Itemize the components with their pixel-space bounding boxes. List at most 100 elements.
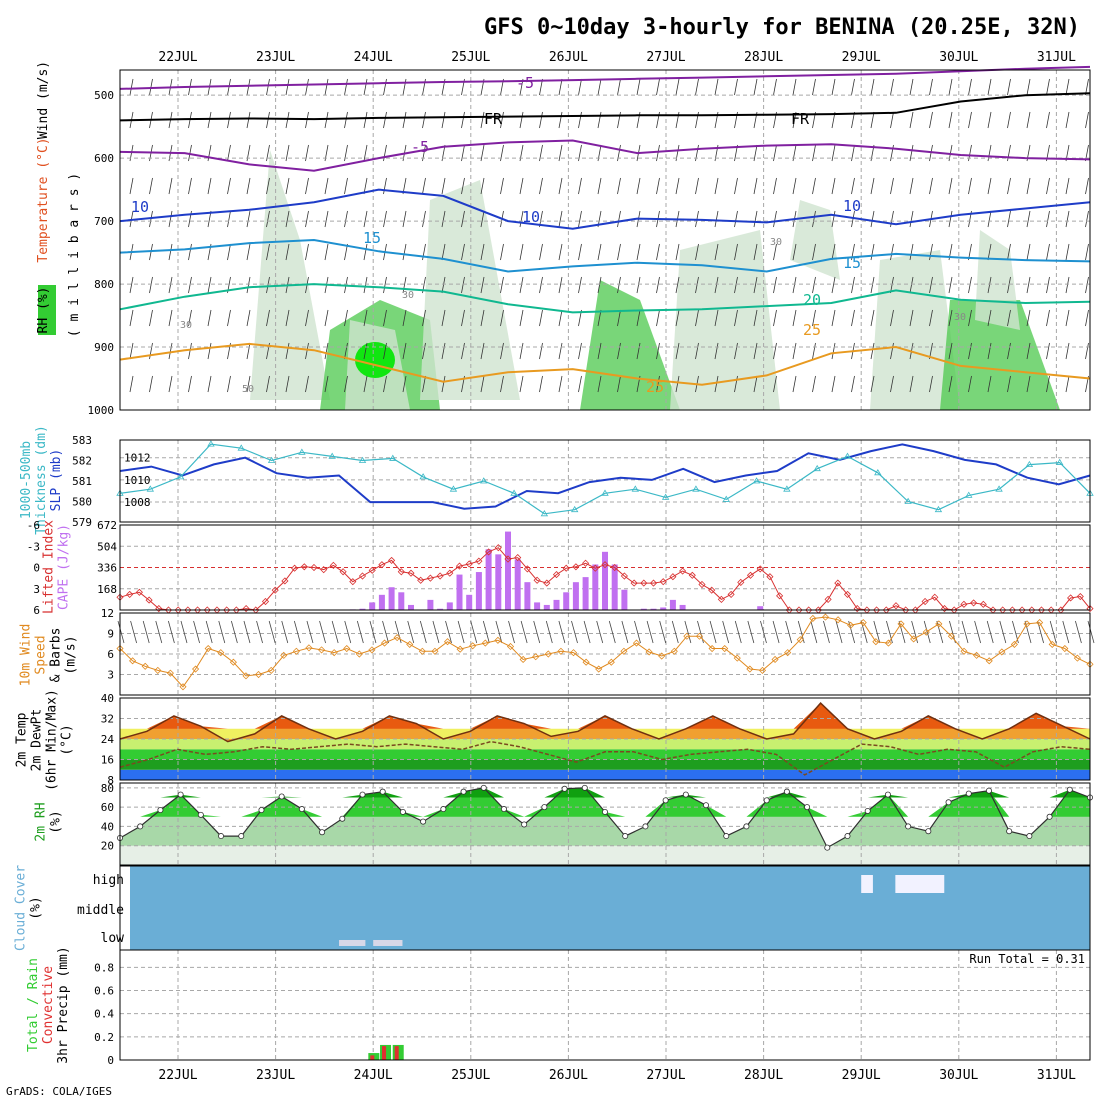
date-label-bottom: 30JUL: [939, 1068, 978, 1083]
rh-point: [662, 797, 669, 804]
wind-barb: [344, 111, 348, 129]
wind-barb: [890, 111, 894, 129]
wind-barb: [597, 177, 602, 195]
cape-bar: [543, 604, 550, 610]
rh-point: [1046, 813, 1053, 820]
wind-speed-point: [1036, 619, 1044, 627]
date-label-top: 30JUL: [939, 50, 978, 65]
wind-tick: 6: [107, 648, 114, 661]
wind-barb: [714, 177, 719, 195]
wind-barb: [773, 309, 777, 327]
wind-speed-point: [922, 628, 930, 636]
wind-barb: [948, 276, 953, 294]
wind-barb: [461, 111, 465, 129]
ylabel-rh2m-line: (%): [49, 810, 64, 833]
wind-barb: [695, 177, 699, 195]
wind-barb: [968, 177, 972, 195]
thickness-point: [207, 440, 215, 447]
surface-wind-barb: [760, 620, 767, 644]
wind-barb: [461, 276, 465, 294]
wind-barb: [987, 111, 992, 129]
surface-wind-barb: [520, 620, 528, 644]
wind-barb: [734, 276, 738, 294]
wind-barb: [578, 111, 582, 129]
precip-convective-bar: [394, 1046, 399, 1060]
wind-barb: [558, 276, 563, 294]
thickness-point: [1055, 458, 1064, 465]
cape-bar: [495, 554, 502, 610]
wind-barb: [812, 276, 816, 294]
wind-barb: [890, 309, 894, 327]
surface-wind-barb: [407, 620, 415, 644]
thickness-point: [661, 493, 670, 500]
wind-barb: [617, 243, 621, 261]
date-label-bottom: 24JUL: [354, 1068, 393, 1083]
isotherm-label: 15: [843, 254, 861, 272]
wind-barb: [909, 276, 914, 294]
wind-speed-point: [368, 646, 376, 654]
wind-barb: [714, 210, 719, 228]
wind-speed-point: [343, 644, 351, 653]
wind-barb: [1065, 111, 1070, 129]
li-point: [349, 578, 357, 586]
thickness-point: [1025, 460, 1034, 468]
wind-speed-point: [960, 647, 968, 655]
wind-barb: [909, 210, 914, 228]
wind-barb: [558, 111, 563, 129]
rh-point: [884, 791, 891, 798]
wind-speed-point: [695, 632, 704, 640]
wind-barb: [617, 309, 621, 327]
rh-point: [905, 823, 912, 830]
cape-tick: 336: [97, 562, 117, 575]
wind-barb: [558, 243, 563, 261]
wind-barb: [773, 276, 777, 294]
temp-tick: 40: [101, 692, 114, 705]
thickness-point: [237, 444, 245, 451]
rh-point: [197, 811, 204, 818]
rh-point: [763, 797, 770, 804]
thickness-point: [358, 456, 367, 463]
thickness-point: [965, 491, 973, 498]
wind-barb: [695, 276, 699, 294]
thickness-point: [722, 495, 730, 502]
ylabel-precip-line: Total / Rain: [26, 958, 41, 1052]
wind-barb: [597, 309, 602, 327]
cape-bar: [359, 608, 366, 610]
wind-speed-point: [506, 642, 515, 651]
date-label-top: 28JUL: [744, 50, 783, 65]
wind-barb: [636, 243, 641, 261]
wind-barb: [929, 375, 933, 393]
ylabel-stability-line: Lifted Index: [42, 520, 57, 614]
wind-barb: [851, 111, 855, 129]
wind-speed-point: [557, 647, 565, 655]
wind-barb: [1085, 177, 1089, 195]
wind-barb: [617, 78, 621, 96]
wind-barb: [461, 342, 465, 360]
surface-wind-barb: [155, 620, 163, 644]
wind-barb: [714, 309, 719, 327]
wind-barb: [870, 342, 875, 360]
wind-barb: [305, 309, 309, 327]
wind-barb: [968, 78, 972, 96]
wind-barb: [831, 144, 836, 162]
wind-barb: [987, 78, 992, 96]
wind-barb: [402, 276, 407, 294]
wind-barb: [929, 111, 933, 129]
wind-speed-point: [481, 639, 489, 647]
wind-panel: [119, 612, 1091, 696]
wind-barb: [324, 78, 329, 96]
wind-barb: [383, 276, 387, 294]
li-point: [242, 605, 250, 613]
surface-wind-barb: [495, 620, 503, 644]
wind-speed-point: [935, 620, 943, 628]
ylabel-rh2m: 2m RH (%): [34, 802, 64, 841]
wind-barb: [461, 144, 465, 162]
wind-barb: [617, 375, 621, 393]
surface-wind-barb: [432, 620, 440, 644]
thickness-point: [783, 485, 791, 492]
date-label-bottom: 31JUL: [1037, 1068, 1076, 1083]
cloud-level-label: middle: [77, 903, 124, 918]
cape-tick: 672: [97, 519, 117, 532]
wind-barb: [324, 210, 329, 228]
wind-barb: [1007, 144, 1011, 162]
